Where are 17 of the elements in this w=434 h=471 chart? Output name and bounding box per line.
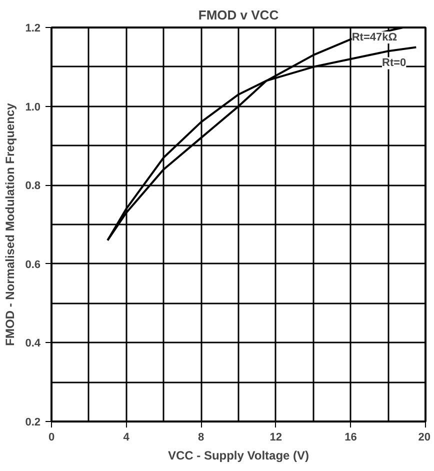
y-tick-label: 0.2 — [25, 416, 41, 428]
y-tick-label: 1.0 — [25, 101, 41, 114]
x-tick-label: 0 — [48, 432, 55, 444]
x-axis-title: VCC - Supply Voltage (V) — [168, 448, 310, 462]
chart-title: FMOD v VCC — [198, 8, 280, 22]
x-tick-label: 20 — [418, 432, 431, 444]
y-tick-label: 0.4 — [25, 338, 42, 350]
x-tick-label: 12 — [270, 432, 282, 444]
series-label: Rt=0 — [382, 57, 406, 70]
y-tick-label: 0.8 — [25, 180, 41, 192]
y-tick-label: 0.6 — [25, 258, 41, 271]
series-label: Rt=47kΩ — [352, 32, 398, 44]
x-tick-label: 16 — [344, 432, 357, 444]
x-tick-label: 8 — [198, 432, 204, 444]
x-tick-label: 4 — [123, 432, 130, 444]
y-axis-title: FMOD - Normalised Modulation Frequency — [3, 102, 18, 346]
y-tick-label: 1.2 — [25, 22, 41, 34]
